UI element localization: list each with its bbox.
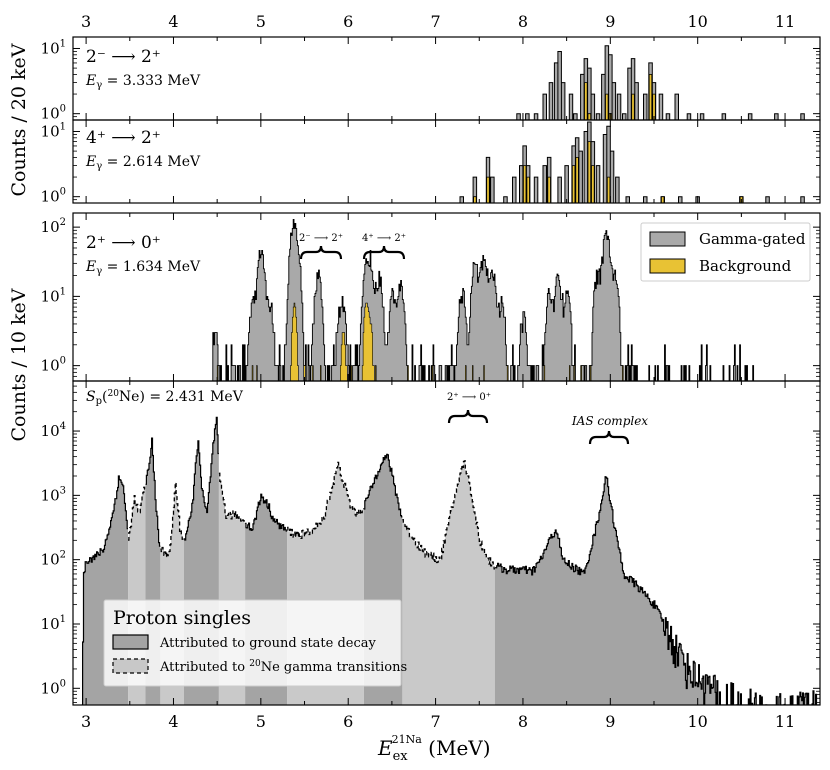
p4-legend: Proton singles Attributed to ground stat… — [103, 599, 407, 687]
legend-background-label: Background — [699, 257, 792, 275]
legend-ground-swatch — [112, 634, 149, 650]
p3-gated-hist — [212, 219, 756, 381]
p3-brace-2minus — [299, 245, 343, 260]
panel-2plus-to-0plus — [212, 219, 756, 381]
xtick-label-top-8: 11 — [775, 12, 795, 31]
p2-ytick-label-1: 101 — [41, 121, 66, 140]
p4-outline-10 — [495, 476, 820, 705]
p4-annotation-ias: IAS complex — [571, 414, 648, 428]
p4-ytick-label-3: 103 — [41, 485, 66, 504]
xtick-label-bottom-0: 3 — [81, 712, 91, 731]
p4-ytick-label-1: 101 — [41, 614, 66, 633]
y-axis-label-top: Counts / 20 keV — [8, 43, 30, 196]
p1-egamma-label: Eγ = 3.333 MeV — [85, 73, 201, 91]
xtick-label-bottom-4: 7 — [430, 712, 440, 731]
p3-legend: Gamma-gated Background — [640, 222, 811, 282]
p4-outline-6 — [245, 493, 288, 532]
xtick-label-bottom-3: 6 — [343, 712, 353, 731]
xtick-label-top-5: 8 — [518, 12, 528, 31]
panel-2minus-to-2plus — [516, 45, 805, 120]
p3-brace-4plus — [362, 245, 406, 260]
p4-brace-2plus — [447, 409, 489, 424]
p1-gated-hist — [516, 45, 805, 120]
legend-ground-label: Attributed to ground state decay — [159, 636, 377, 651]
p4-outline-9 — [402, 460, 495, 570]
p1-ytick-label-0: 100 — [41, 104, 66, 123]
p4-brace-ias — [588, 430, 630, 445]
p3-egamma-label: Eγ = 1.634 MeV — [85, 259, 201, 277]
xtick-label-bottom-7: 10 — [688, 712, 708, 731]
panel-frame-2 — [72, 119, 821, 204]
xtick-label-top-2: 5 — [256, 12, 266, 31]
p4-ytick-label-4: 104 — [41, 421, 66, 440]
p3-annotation-4plus: 4⁺ ⟶ 2⁺ — [362, 233, 406, 244]
legend-gamma-gated-label: Gamma-gated — [699, 230, 806, 248]
p4-outline-7 — [287, 461, 364, 540]
p3-transition-label: 2⁺ ⟶ 0⁺ — [86, 233, 161, 253]
y-axis-label-bottom: Counts / 10 keV — [8, 288, 30, 441]
p1-transition-label: 2⁻ ⟶ 2⁺ — [86, 47, 161, 67]
legend-gamma-swatch — [112, 658, 149, 674]
xtick-label-top-4: 7 — [430, 12, 440, 31]
p4-outline-8 — [363, 453, 403, 518]
p3-ytick-label-0: 100 — [41, 356, 66, 375]
p3-annotation-2minus: 2⁻ ⟶ 2⁺ — [299, 233, 343, 244]
p3-ytick-label-1: 101 — [41, 286, 66, 305]
p4-outline-1 — [128, 486, 146, 541]
legend-title: Proton singles — [113, 607, 251, 629]
p4-outline-2 — [145, 437, 161, 547]
p4-annotation-2plus: 2⁺ ⟶ 0⁺ — [447, 392, 491, 403]
xtick-label-bottom-5: 8 — [518, 712, 528, 731]
x-axis-label: Eex21Na (MeV) — [377, 733, 491, 764]
p4-outline-4 — [184, 416, 219, 541]
p4-band-10 — [494, 417, 820, 705]
p4-outline-5 — [218, 472, 246, 524]
xtick-label-top-3: 6 — [343, 12, 353, 31]
xtick-label-bottom-6: 9 — [605, 712, 615, 731]
xtick-label-bottom-1: 4 — [168, 712, 178, 731]
axes-layer: 1001011001011001011021001011021031043344… — [41, 12, 821, 731]
xtick-label-top-0: 3 — [81, 12, 91, 31]
p3-ytick-label-2: 102 — [41, 217, 66, 236]
p4-ytick-label-0: 100 — [41, 678, 66, 697]
xtick-label-top-6: 9 — [605, 12, 615, 31]
p2-gated-hist — [459, 121, 805, 203]
p4-outline-3 — [160, 481, 184, 558]
xtick-label-top-1: 4 — [168, 12, 178, 31]
xtick-label-bottom-2: 5 — [256, 712, 266, 731]
p4-outline-0 — [81, 475, 128, 705]
legend-gamma-label: Attributed to 20Ne gamma transitions — [159, 659, 407, 675]
xtick-label-top-7: 10 — [688, 12, 708, 31]
xtick-label-bottom-8: 11 — [775, 712, 795, 731]
panel-frame-4 — [72, 380, 821, 706]
legend-gamma-gated-swatch — [649, 231, 686, 247]
p4-band-9 — [402, 417, 495, 705]
p2-background-hist — [473, 141, 744, 203]
p2-ytick-label-0: 100 — [41, 187, 66, 206]
p2-transition-label: 4⁺ ⟶ 2⁺ — [86, 128, 161, 148]
legend-background-swatch — [649, 258, 686, 274]
p2-egamma-label: Eγ = 2.614 MeV — [85, 154, 201, 172]
p4-separation-energy-label: Sp(20Ne) = 2.431 MeV — [86, 389, 244, 407]
p1-ytick-label-1: 101 — [41, 38, 66, 57]
p4-ytick-label-2: 102 — [41, 550, 66, 569]
panel-4plus-to-2plus — [459, 121, 805, 203]
